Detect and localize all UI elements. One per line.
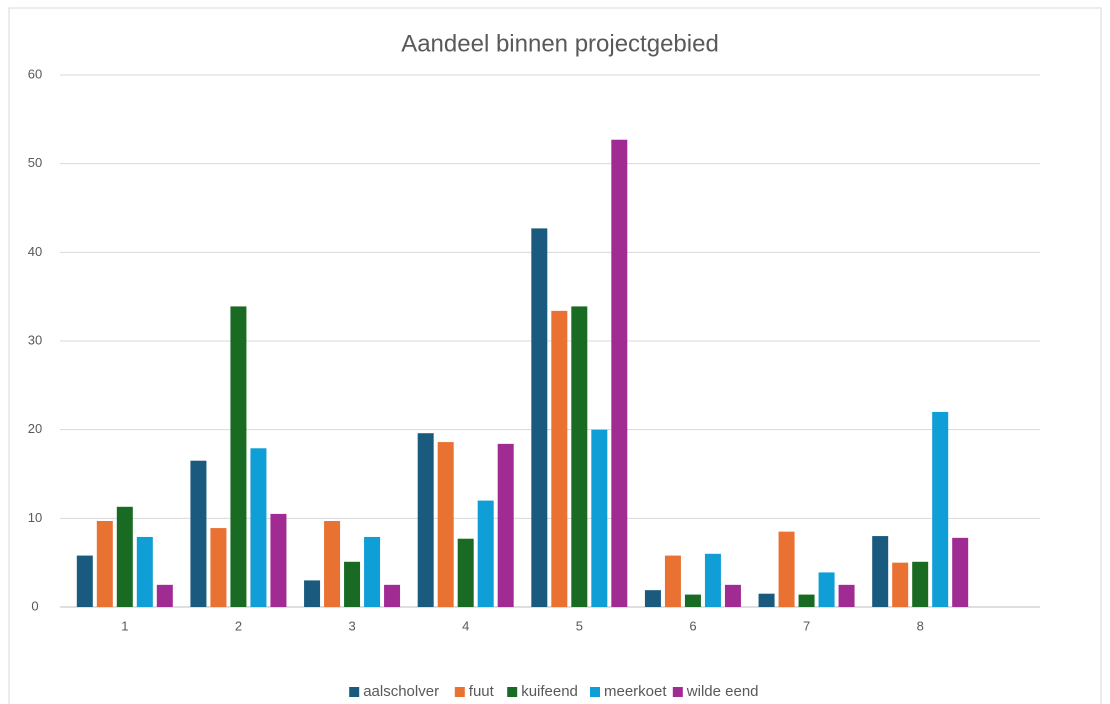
y-tick-label: 10 — [28, 510, 42, 525]
legend-label: aalscholver — [363, 683, 439, 700]
bar — [571, 306, 588, 607]
y-tick-label: 20 — [28, 421, 42, 436]
legend-label: kuifeend — [521, 683, 578, 700]
legend-swatch — [349, 687, 360, 697]
bar — [384, 584, 401, 607]
y-tick-label: 30 — [28, 332, 42, 347]
bar — [704, 553, 721, 607]
bar — [872, 536, 889, 607]
bar — [304, 580, 321, 607]
bar — [531, 228, 548, 608]
bar — [230, 306, 247, 607]
legend-label: wilde eend — [686, 683, 759, 700]
bar — [778, 531, 795, 607]
chart-title: Aandeel binnen projectgebied — [401, 30, 719, 57]
bar — [644, 590, 661, 607]
y-tick-label: 50 — [28, 155, 42, 170]
y-tick-label: 60 — [28, 66, 42, 81]
x-tick-label: 5 — [576, 618, 583, 633]
legend-label: meerkoet — [604, 683, 667, 700]
bar — [818, 572, 835, 607]
x-tick-label: 4 — [462, 618, 469, 633]
legend-swatch — [590, 687, 600, 697]
bar — [210, 528, 227, 607]
bar — [838, 584, 855, 607]
bar — [116, 506, 133, 607]
bar — [76, 555, 93, 607]
legend-swatch — [507, 687, 518, 697]
bar — [611, 139, 628, 607]
bar — [724, 584, 741, 607]
bar — [457, 538, 474, 607]
bar — [250, 448, 267, 607]
bar — [477, 500, 494, 607]
bar — [758, 593, 775, 607]
x-tick-label: 2 — [235, 618, 242, 633]
bar — [96, 520, 113, 607]
x-tick-label: 7 — [803, 618, 810, 633]
bar — [664, 555, 681, 607]
bar — [551, 310, 568, 607]
bar — [417, 433, 434, 607]
y-tick-label: 40 — [28, 244, 42, 259]
bar — [684, 594, 701, 607]
bar — [497, 443, 514, 607]
bar — [136, 536, 153, 607]
legend-label: fuut — [469, 683, 495, 700]
bar — [324, 520, 341, 607]
y-tick-label: 0 — [31, 598, 38, 613]
bar — [190, 460, 207, 607]
bar — [912, 561, 929, 607]
bar — [364, 536, 381, 607]
bar — [952, 537, 969, 607]
legend-swatch — [454, 687, 465, 697]
bar — [270, 513, 287, 607]
x-tick-label: 6 — [689, 618, 696, 633]
bar — [156, 584, 173, 607]
bar — [892, 562, 909, 607]
bar — [591, 429, 608, 607]
bar — [798, 594, 815, 607]
bar — [932, 411, 949, 607]
x-tick-label: 8 — [917, 618, 924, 633]
x-tick-label: 1 — [121, 618, 128, 633]
legend-swatch — [672, 687, 683, 697]
x-tick-label: 3 — [348, 618, 355, 633]
bar — [344, 561, 361, 607]
bar — [437, 442, 454, 607]
